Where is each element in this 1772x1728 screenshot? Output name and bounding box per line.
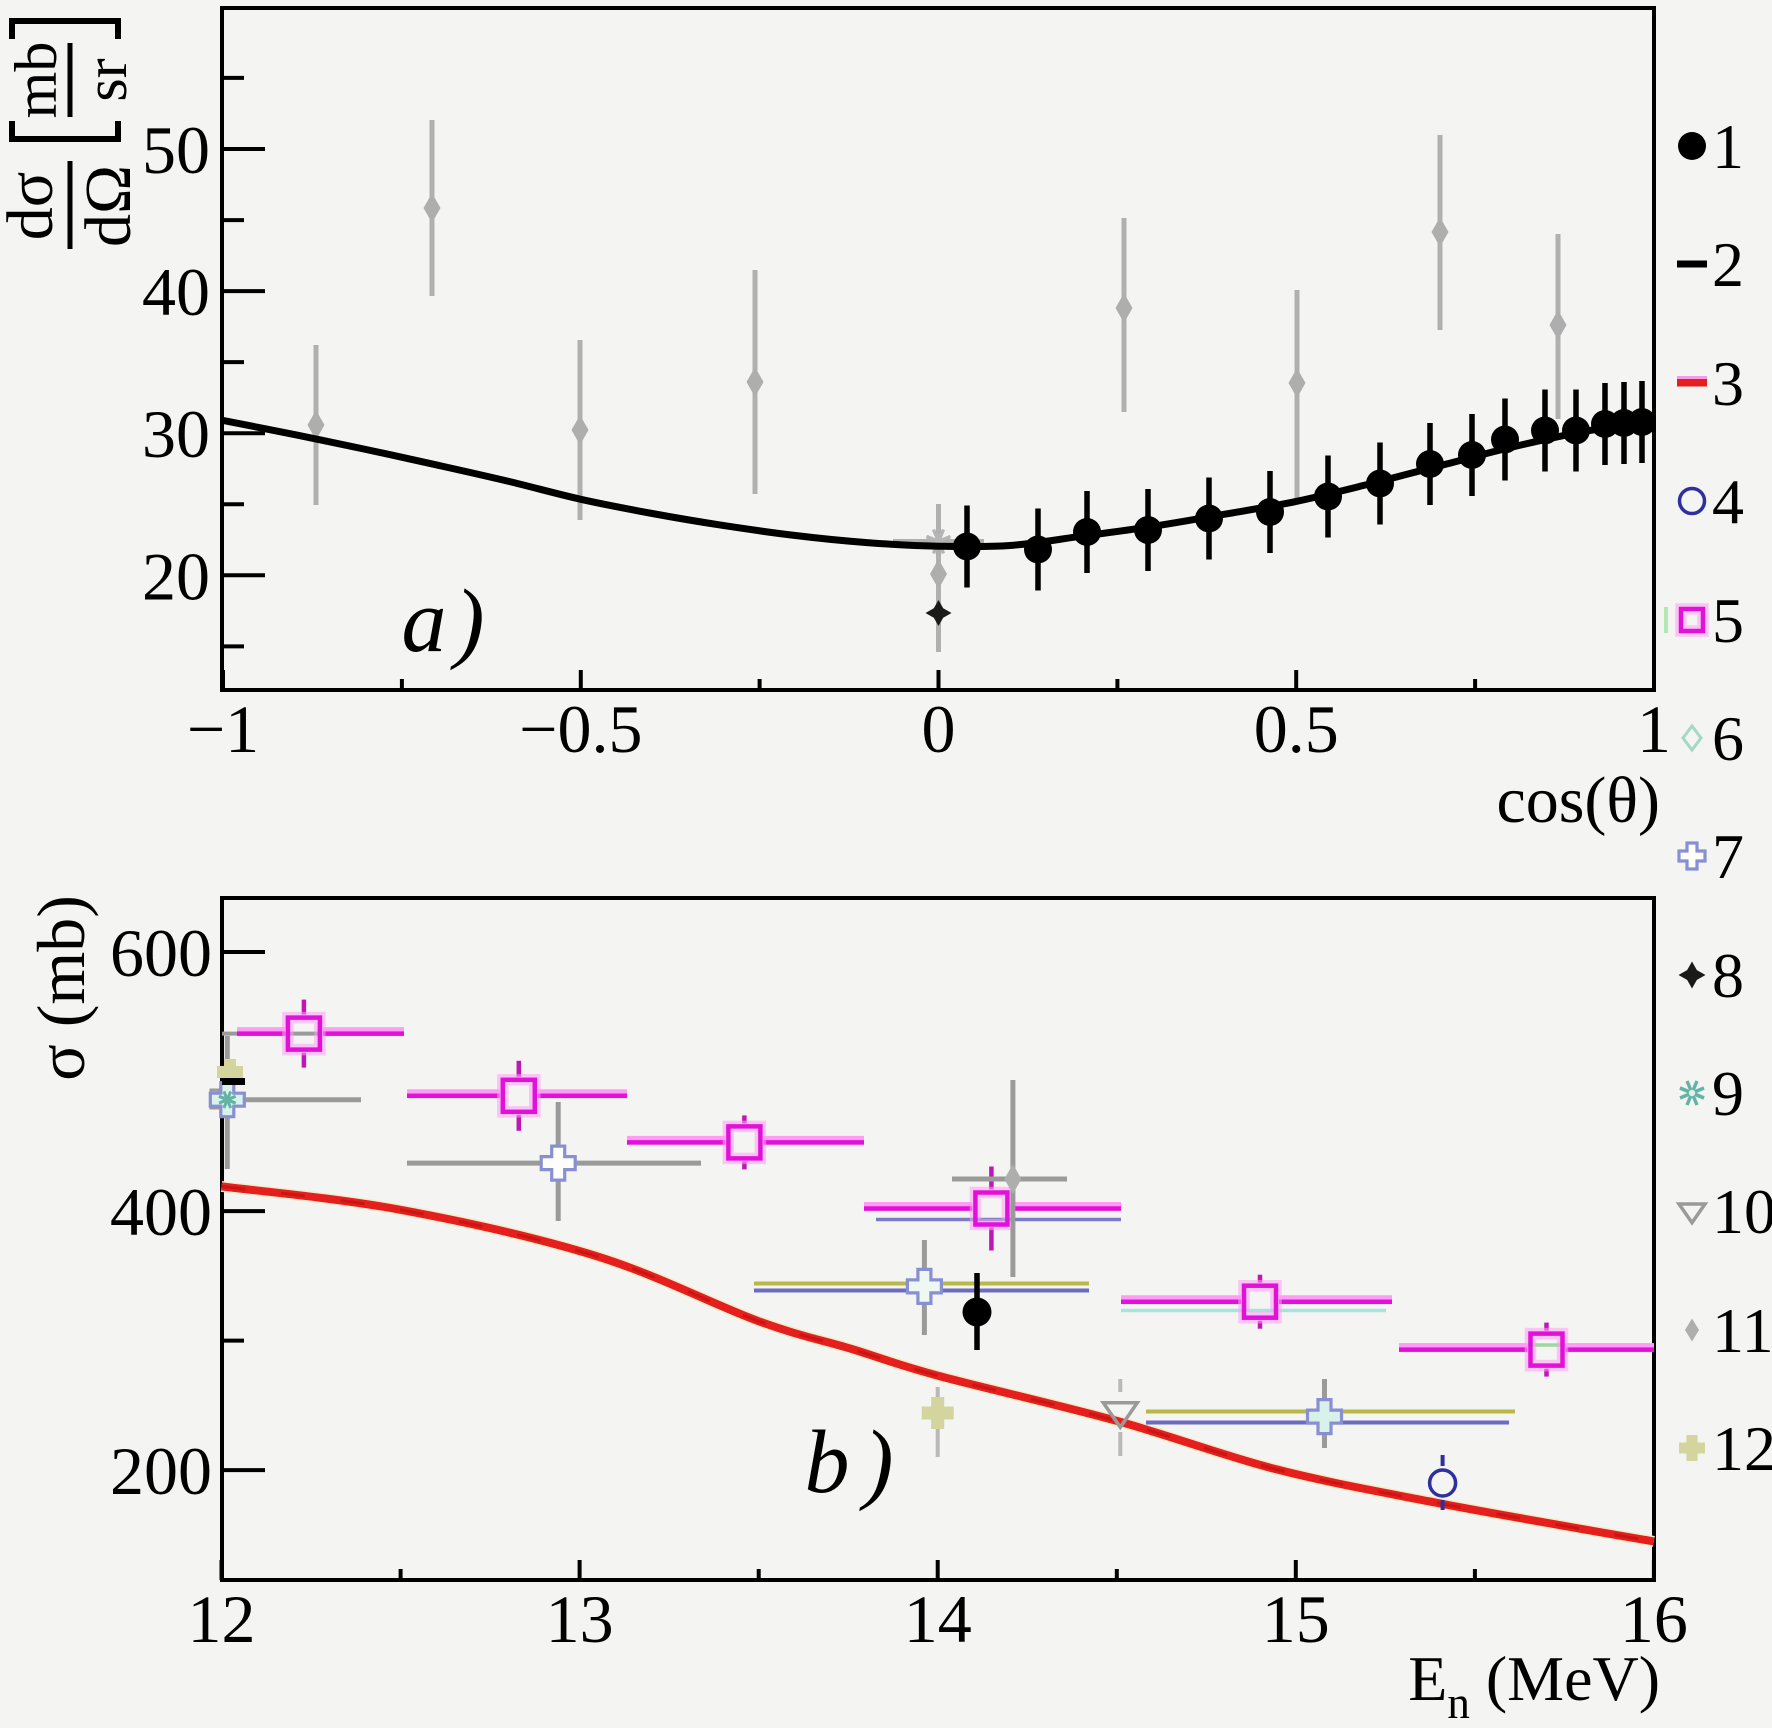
svg-text:10: 10 <box>1712 1176 1772 1247</box>
svg-text:20: 20 <box>142 538 210 614</box>
svg-text:−1: −1 <box>187 691 259 767</box>
svg-text:−0.5: −0.5 <box>519 691 642 767</box>
svg-text:14: 14 <box>904 1581 972 1657</box>
svg-text:200: 200 <box>110 1433 212 1509</box>
svg-text:600: 600 <box>110 915 212 991</box>
svg-text:En (MeV): En (MeV) <box>1408 1643 1660 1723</box>
svg-text:16: 16 <box>1620 1581 1688 1657</box>
svg-text:0: 0 <box>922 691 956 767</box>
svg-text:0.5: 0.5 <box>1254 691 1339 767</box>
svg-text:4: 4 <box>1712 466 1744 537</box>
svg-text:40: 40 <box>142 254 210 330</box>
svg-text:7: 7 <box>1712 821 1744 892</box>
svg-text:1: 1 <box>1637 691 1671 767</box>
svg-text:b): b) <box>805 1413 894 1512</box>
svg-text:sr: sr <box>73 58 139 101</box>
svg-text:3: 3 <box>1712 348 1744 419</box>
svg-text:mb: mb <box>3 42 69 119</box>
svg-text:σ (mb): σ (mb) <box>23 895 99 1081</box>
svg-text:8: 8 <box>1712 940 1744 1011</box>
svg-text:2: 2 <box>1712 229 1744 300</box>
svg-text:5: 5 <box>1712 585 1744 656</box>
svg-text:12: 12 <box>188 1581 256 1657</box>
svg-text:400: 400 <box>110 1174 212 1250</box>
svg-text:a): a) <box>402 572 485 671</box>
svg-text:13: 13 <box>546 1581 614 1657</box>
svg-text:dΩ: dΩ <box>72 165 145 247</box>
svg-text:15: 15 <box>1262 1581 1330 1657</box>
svg-text:6: 6 <box>1712 703 1744 774</box>
svg-text:50: 50 <box>142 112 210 188</box>
svg-text:dσ: dσ <box>0 172 67 241</box>
svg-text:9: 9 <box>1712 1058 1744 1129</box>
svg-text:cos(θ): cos(θ) <box>1496 764 1660 837</box>
svg-text:12: 12 <box>1712 1413 1772 1484</box>
svg-text:1: 1 <box>1712 111 1744 182</box>
svg-text:11: 11 <box>1712 1295 1772 1366</box>
svg-text:30: 30 <box>142 396 210 472</box>
